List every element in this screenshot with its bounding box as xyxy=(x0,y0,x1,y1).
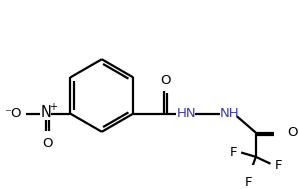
Text: F: F xyxy=(245,176,253,189)
Text: O: O xyxy=(160,74,170,87)
Text: HN: HN xyxy=(176,107,196,120)
Text: F: F xyxy=(275,159,282,172)
Text: +: + xyxy=(49,102,57,112)
Text: N: N xyxy=(41,105,52,120)
Text: NH: NH xyxy=(219,107,239,120)
Text: F: F xyxy=(229,146,237,159)
Text: ⁻O: ⁻O xyxy=(4,107,21,120)
Text: O: O xyxy=(287,126,298,139)
Text: O: O xyxy=(42,137,52,150)
